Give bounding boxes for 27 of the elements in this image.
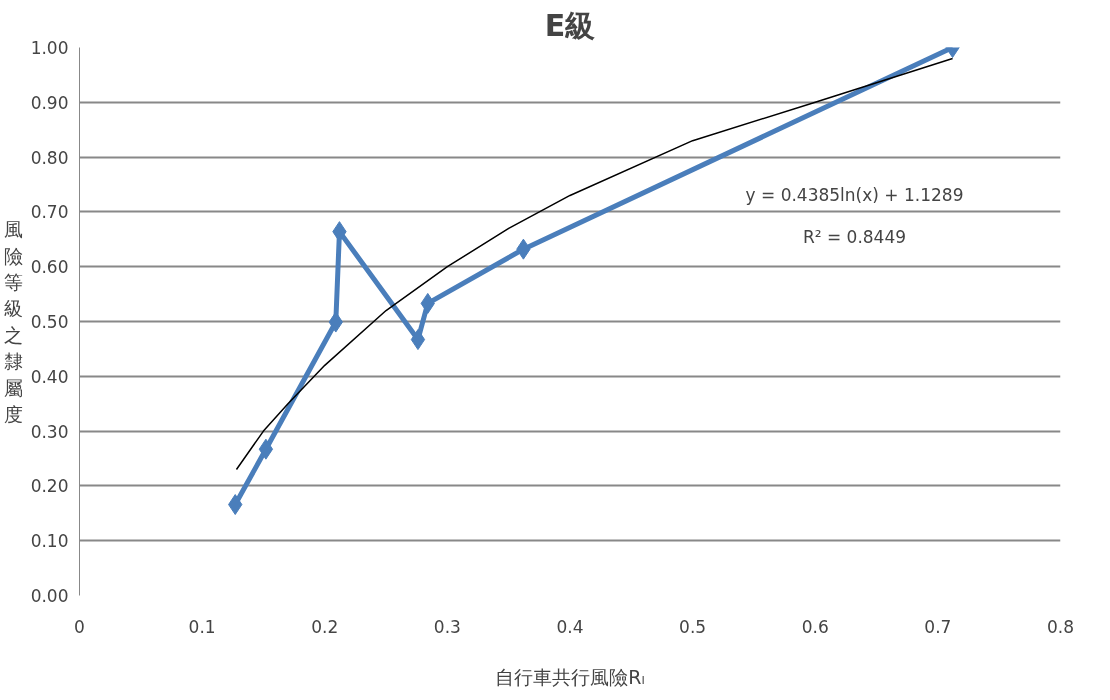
point (410, 329, 426, 351)
y-tick-label: 0.30 (30, 421, 69, 442)
annotation: R² = 0.8449 (802, 226, 907, 247)
y-axis-title: 風險等級之隸屬度 (3, 218, 23, 425)
x-tick-label: 0.8 (1046, 616, 1075, 637)
chart-title: E級 (544, 7, 596, 43)
y-tick-label: 0.50 (30, 312, 69, 332)
y-tick-label: 0.90 (30, 92, 69, 113)
y-tick-label: 0.20 (30, 476, 69, 497)
x-tick-label: 0.4 (556, 616, 584, 637)
y-tick-label: 0.10 (30, 531, 69, 552)
point (258, 438, 274, 460)
y-tick-label: 0.80 (30, 147, 69, 168)
x-axis-title: 自行車共行風險Rₗ (495, 665, 645, 688)
annotation: y = 0.4385ln(x) + 1.1289 (745, 185, 964, 206)
x-tick-label: 0.5 (679, 616, 707, 637)
y-tick-label: 1.00 (30, 38, 69, 58)
x-tick-label: 0 (74, 616, 85, 637)
x-tick-label: 0.6 (801, 616, 829, 637)
y-tick-label: 0.60 (30, 257, 69, 278)
y-tick-label: 0.40 (30, 366, 69, 387)
y-tick-label: 0.00 (30, 586, 69, 606)
x-tick-label: 0.7 (924, 616, 952, 637)
y-tick-label: 0.70 (30, 202, 69, 223)
x-tick-label: 0.1 (188, 616, 216, 637)
x-tick-label: 0.3 (433, 616, 461, 637)
x-tick-label: 0.2 (311, 616, 339, 637)
